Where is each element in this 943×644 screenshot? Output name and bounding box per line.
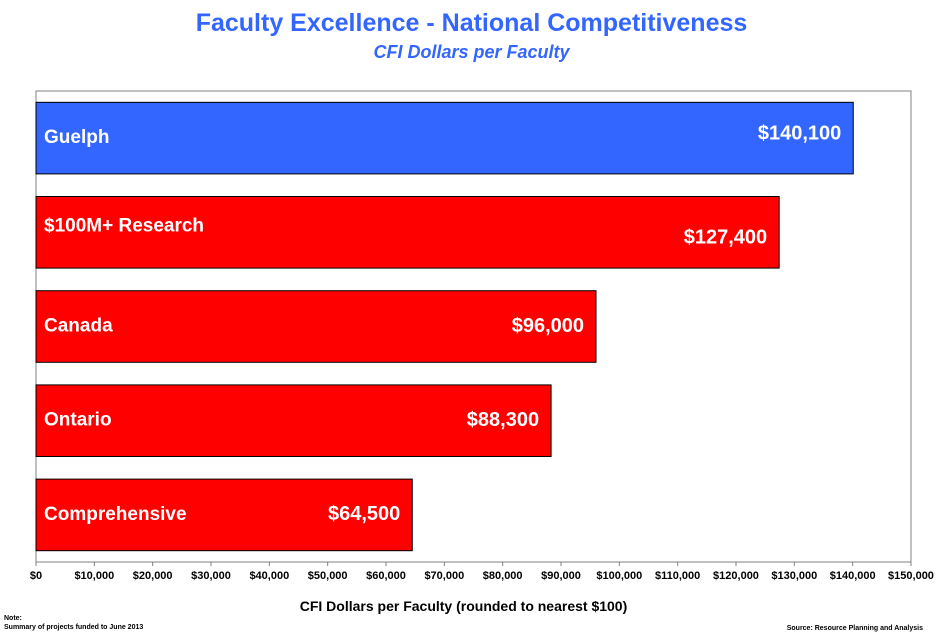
x-tick-label: $70,000 xyxy=(424,570,464,582)
bar-value-label: $96,000 xyxy=(512,315,584,337)
bar-value-label: $127,400 xyxy=(684,227,767,249)
source-text: Source: Resource Planning and Analysis xyxy=(786,625,923,632)
chart-title: Faculty Excellence - National Competitiv… xyxy=(195,9,748,37)
chart-subtitle: CFI Dollars per Faculty xyxy=(373,42,570,62)
bar xyxy=(35,384,552,457)
x-tick-label: $0 xyxy=(30,570,42,582)
x-tick-label: $20,000 xyxy=(133,570,173,582)
bar-category-label: Canada xyxy=(44,316,113,337)
bar xyxy=(35,290,597,363)
bar xyxy=(35,196,780,269)
bar-value-label: $88,300 xyxy=(467,409,539,431)
x-tick-label: $130,000 xyxy=(771,570,817,582)
x-tick-label: $10,000 xyxy=(74,570,114,582)
x-tick-label: $50,000 xyxy=(308,570,348,582)
x-tick-label: $100,000 xyxy=(596,570,642,582)
x-tick-label: $60,000 xyxy=(366,570,406,582)
x-tick-label: $80,000 xyxy=(483,570,523,582)
x-tick-label: $30,000 xyxy=(191,570,231,582)
x-tick-label: $140,000 xyxy=(830,570,876,582)
bar-value-label: $64,500 xyxy=(328,503,400,525)
bar-category-label: Ontario xyxy=(44,410,112,431)
x-tick-label: $120,000 xyxy=(713,570,759,582)
x-tick-label: $40,000 xyxy=(249,570,289,582)
bar xyxy=(35,101,854,175)
bar-category-label: $100M+ Research xyxy=(44,215,204,236)
bar xyxy=(35,478,413,552)
x-tick-label: $150,000 xyxy=(888,570,934,582)
bar-category-label: Guelph xyxy=(44,127,109,148)
x-axis-title: CFI Dollars per Faculty (rounded to near… xyxy=(300,598,628,614)
bar-value-label: $140,100 xyxy=(758,122,841,144)
note: Note: Summary of projects funded to June… xyxy=(4,614,143,632)
bar-category-label: Comprehensive xyxy=(44,504,187,525)
note-label: Note: xyxy=(4,615,22,622)
x-tick-label: $90,000 xyxy=(541,570,581,582)
x-tick-label: $110,000 xyxy=(655,570,700,582)
note-text: Summary of projects funded to June 2013 xyxy=(4,624,144,631)
